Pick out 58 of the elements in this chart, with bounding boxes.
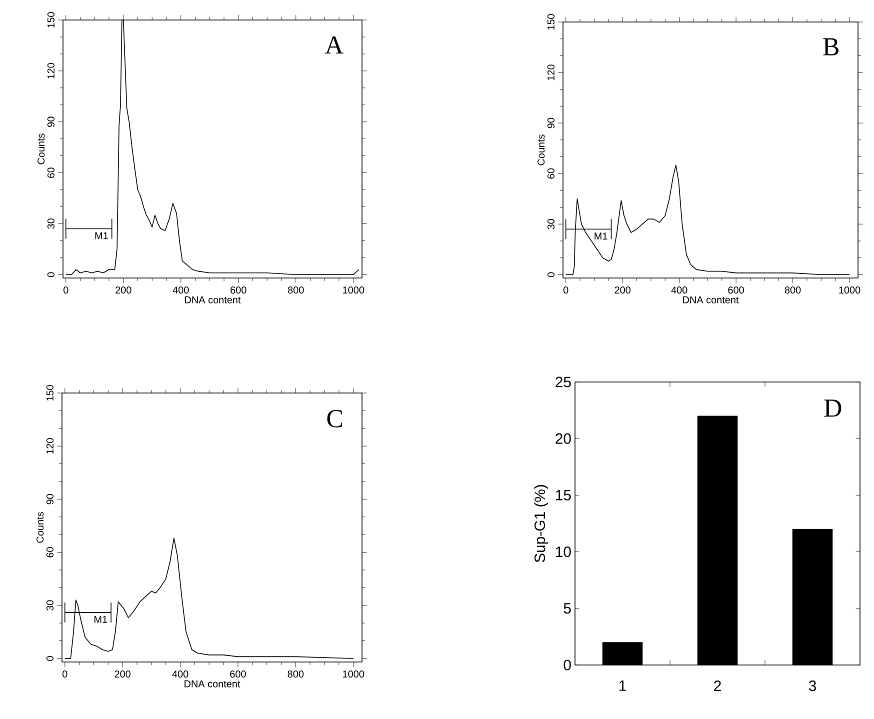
x-tick-label: 0 xyxy=(62,670,68,678)
y-tick-label: 0 xyxy=(46,656,54,661)
x-tick-label: 400 xyxy=(172,286,189,294)
annotation: A xyxy=(325,36,344,54)
y-tick-label: 10 xyxy=(556,546,571,558)
y-tick-label: 150 xyxy=(47,12,54,28)
x-tick-label: 1000 xyxy=(343,670,364,678)
y-axis-title: Counts xyxy=(38,134,45,164)
y-tick-label: 150 xyxy=(547,14,554,30)
y-tick-label: 20 xyxy=(556,433,571,444)
annotation: D xyxy=(824,400,842,417)
x-tick-label: 2 xyxy=(714,680,721,691)
y-tick-label: 60 xyxy=(46,547,54,558)
x-tick-label: 200 xyxy=(114,670,130,678)
y-tick-label: 150 xyxy=(46,385,54,401)
y-tick-label: 30 xyxy=(547,218,554,230)
x-tick-label: 400 xyxy=(172,670,188,678)
y-axis-title: Counts xyxy=(538,134,545,166)
annotation: M1 xyxy=(94,616,108,623)
x-tick-label: 1 xyxy=(619,680,626,691)
y-tick-label: 0 xyxy=(547,272,554,278)
x-axis-title: DNA content xyxy=(683,296,739,304)
x-tick-label: 600 xyxy=(230,670,246,678)
x-tick-label: 600 xyxy=(728,286,744,294)
x-axis-title: DNA content xyxy=(184,680,240,688)
x-tick-label: 200 xyxy=(614,286,630,294)
annotation: B xyxy=(823,38,838,56)
x-tick-label: 800 xyxy=(784,286,801,294)
y-tick-label: 0 xyxy=(47,272,54,277)
y-tick-label: 120 xyxy=(547,64,554,80)
y-tick-label: 25 xyxy=(556,376,571,388)
annotation: C xyxy=(327,410,342,428)
y-tick-label: 90 xyxy=(46,494,54,504)
y-tick-label: 90 xyxy=(547,118,554,128)
annotation: M1 xyxy=(594,232,608,240)
y-tick-label: 5 xyxy=(564,603,571,614)
x-tick-label: 800 xyxy=(288,670,304,678)
annotation: M1 xyxy=(95,232,108,240)
y-axis-title: Counts xyxy=(36,512,44,543)
y-tick-label: 60 xyxy=(47,168,54,178)
x-axis-title: DNA content xyxy=(185,296,241,304)
x-tick-label: 1000 xyxy=(343,286,364,294)
x-tick-label: 800 xyxy=(288,286,304,294)
y-tick-label: 0 xyxy=(564,660,571,670)
y-tick-label: 90 xyxy=(47,116,54,127)
y-tick-label: 15 xyxy=(556,490,571,500)
x-tick-label: 200 xyxy=(116,286,132,294)
y-tick-label: 30 xyxy=(46,600,54,611)
x-tick-label: 1000 xyxy=(839,286,860,294)
y-tick-label: 60 xyxy=(547,168,554,179)
x-tick-label: 400 xyxy=(671,286,688,294)
x-tick-label: 0 xyxy=(63,286,68,294)
y-tick-label: 120 xyxy=(47,62,54,78)
x-tick-label: 600 xyxy=(230,286,246,294)
x-tick-label: 3 xyxy=(808,680,816,692)
y-axis-title: Sup-G1 (%) xyxy=(534,485,548,562)
y-tick-label: 120 xyxy=(46,438,54,454)
y-tick-label: 30 xyxy=(47,218,54,229)
